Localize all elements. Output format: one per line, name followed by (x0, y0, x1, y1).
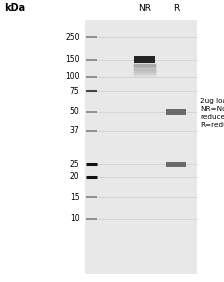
Text: 20: 20 (70, 172, 80, 181)
Bar (134, 56, 155, 63)
Text: 50: 50 (70, 107, 80, 116)
Text: 75: 75 (70, 87, 80, 96)
Bar (166, 162, 186, 166)
Text: kDa: kDa (4, 3, 26, 13)
Text: 15: 15 (70, 193, 80, 202)
Text: NR: NR (138, 4, 151, 13)
Bar (166, 109, 186, 115)
Bar (85, 20, 197, 274)
Text: 250: 250 (65, 33, 80, 42)
Text: 25: 25 (70, 160, 80, 169)
Text: 2ug loading
NR=Non-
reduced
R=reduced: 2ug loading NR=Non- reduced R=reduced (200, 98, 224, 128)
Text: 100: 100 (65, 72, 80, 81)
Text: 10: 10 (70, 214, 80, 223)
Text: R: R (173, 4, 179, 13)
Text: 37: 37 (70, 126, 80, 135)
Text: 150: 150 (65, 55, 80, 64)
